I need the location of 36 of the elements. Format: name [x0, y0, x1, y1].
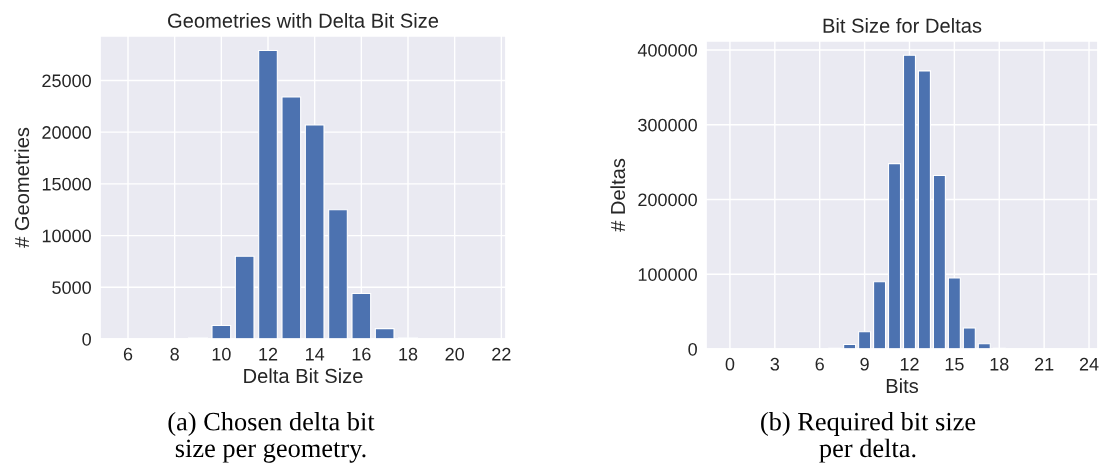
x-tick-label: 18	[399, 347, 418, 361]
y-axis-title: # Geometries	[14, 127, 30, 248]
y-tick-label: 300000	[638, 118, 697, 132]
x-tick-label: 24	[1079, 357, 1099, 371]
y-tick-label: 0	[82, 332, 91, 346]
x-tick-label: 22	[492, 347, 511, 361]
x-tick-label: 8	[170, 347, 179, 361]
y-axis-title: # Deltas	[610, 158, 626, 232]
x-tick-label: 9	[860, 357, 869, 371]
x-tick-label: 3	[770, 357, 780, 371]
y-tick-label: 10000	[42, 229, 91, 243]
x-tick-label: 15	[945, 358, 964, 371]
x-tick-label: 21	[1035, 357, 1054, 371]
y-tick-label: 100000	[638, 268, 697, 281]
x-tick-label: 20	[445, 347, 464, 361]
y-tick-label: 400000	[637, 43, 697, 57]
x-tick-label: 12	[259, 347, 278, 361]
chart-title: Bit Size for Deltas	[823, 18, 982, 33]
x-tick-label: 16	[352, 347, 371, 361]
text: (b) Required bit size per delta.	[761, 412, 976, 463]
x-tick-label: 12	[900, 357, 919, 371]
x-tick-label: 14	[306, 348, 325, 361]
x-axis-title: Bits	[886, 378, 919, 394]
chart-title: Geometries with Delta Bit Size	[168, 13, 439, 28]
x-tick-label: 18	[990, 357, 1009, 371]
x-tick-label: 10	[212, 347, 231, 361]
y-tick-label: 25000	[42, 74, 91, 88]
y-tick-label: 5000	[52, 281, 91, 295]
text: (a) Chosen delta bit size per geometry.	[168, 412, 375, 463]
x-tick-label: 0	[725, 357, 735, 371]
y-tick-label: 20000	[42, 126, 91, 139]
x-tick-label: 6	[123, 347, 133, 361]
x-axis-title: Delta Bit Size	[244, 368, 363, 384]
y-tick-label: 15000	[42, 177, 91, 191]
y-tick-label: 200000	[638, 193, 697, 207]
x-tick-label: 6	[815, 357, 824, 371]
